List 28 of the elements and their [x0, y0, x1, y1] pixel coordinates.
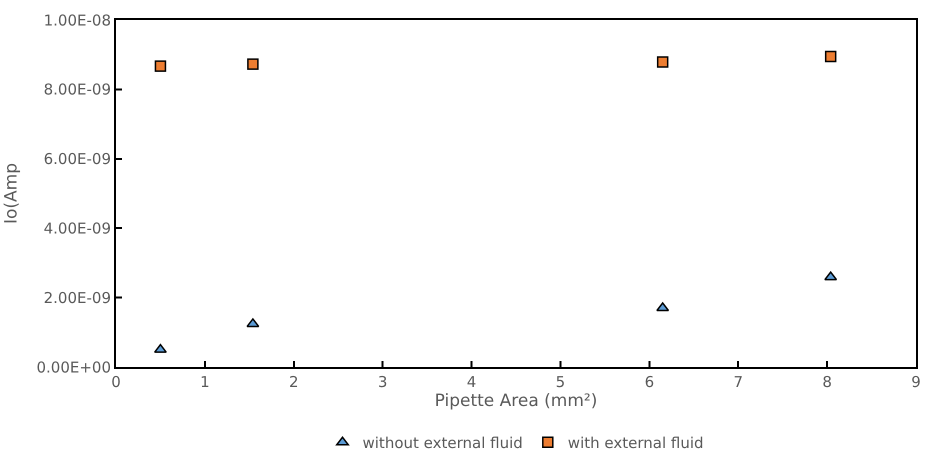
- x-tick-label: 6: [644, 373, 654, 391]
- y-tick-label: 8.00E-09: [44, 80, 111, 99]
- x-tick-label: 2: [289, 373, 299, 391]
- point: [656, 56, 668, 68]
- x-tick-label: 0: [111, 373, 121, 391]
- point: [824, 271, 838, 280]
- x-tick-label: 3: [378, 373, 388, 391]
- point: [154, 60, 166, 72]
- y-tick-label: 1.00E-08: [44, 11, 111, 30]
- point: [824, 50, 836, 62]
- y-tick-label: 4.00E-09: [44, 219, 111, 238]
- x-axis-title: Pipette Area (mm²): [434, 391, 598, 411]
- point: [247, 58, 259, 70]
- point: [154, 344, 167, 353]
- point: [656, 302, 670, 312]
- x-tick-label: 4: [466, 373, 476, 391]
- legend-label: without external fluid: [362, 434, 523, 452]
- y-tick-label: 0.00E+00: [36, 358, 111, 376]
- y-tick-label: 2.00E-09: [44, 288, 111, 307]
- x-tick-label: 7: [733, 373, 743, 391]
- y-axis-title: Io(Amp: [2, 162, 22, 224]
- x-tick-label: 5: [556, 373, 566, 391]
- x-tick-label: 1: [200, 373, 210, 391]
- point: [246, 318, 260, 328]
- y-tick-label: 6.00E-09: [44, 150, 111, 168]
- x-tick-label: 9: [911, 373, 921, 391]
- legend-label: with external fluid: [568, 434, 704, 452]
- x-tick-label: 8: [822, 373, 832, 391]
